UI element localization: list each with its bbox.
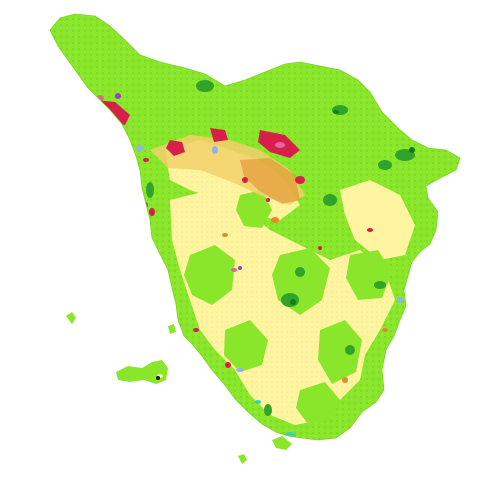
forest-patch-6 <box>236 190 272 228</box>
islands <box>66 312 292 464</box>
island-gorgona <box>66 312 76 324</box>
agricultural-area-east <box>340 180 415 260</box>
forest-patch-3 <box>224 320 268 372</box>
urban-pink-areas <box>96 95 285 272</box>
water-bodies <box>136 145 403 372</box>
forest-patch-4 <box>318 320 362 384</box>
land-cover-layers <box>95 80 415 440</box>
forest-patch-1 <box>184 245 235 305</box>
island-elba <box>116 360 168 384</box>
dark-forest-patches <box>146 80 415 416</box>
deep-forest-patches <box>290 110 415 305</box>
island-argentario <box>272 436 292 450</box>
island-giglio <box>238 454 247 464</box>
island-capraia <box>168 324 176 334</box>
vineyard-zone <box>240 158 300 204</box>
island-elba-urban <box>156 376 160 380</box>
vineyard-spots <box>222 217 388 383</box>
forest-patch-7 <box>296 382 340 424</box>
